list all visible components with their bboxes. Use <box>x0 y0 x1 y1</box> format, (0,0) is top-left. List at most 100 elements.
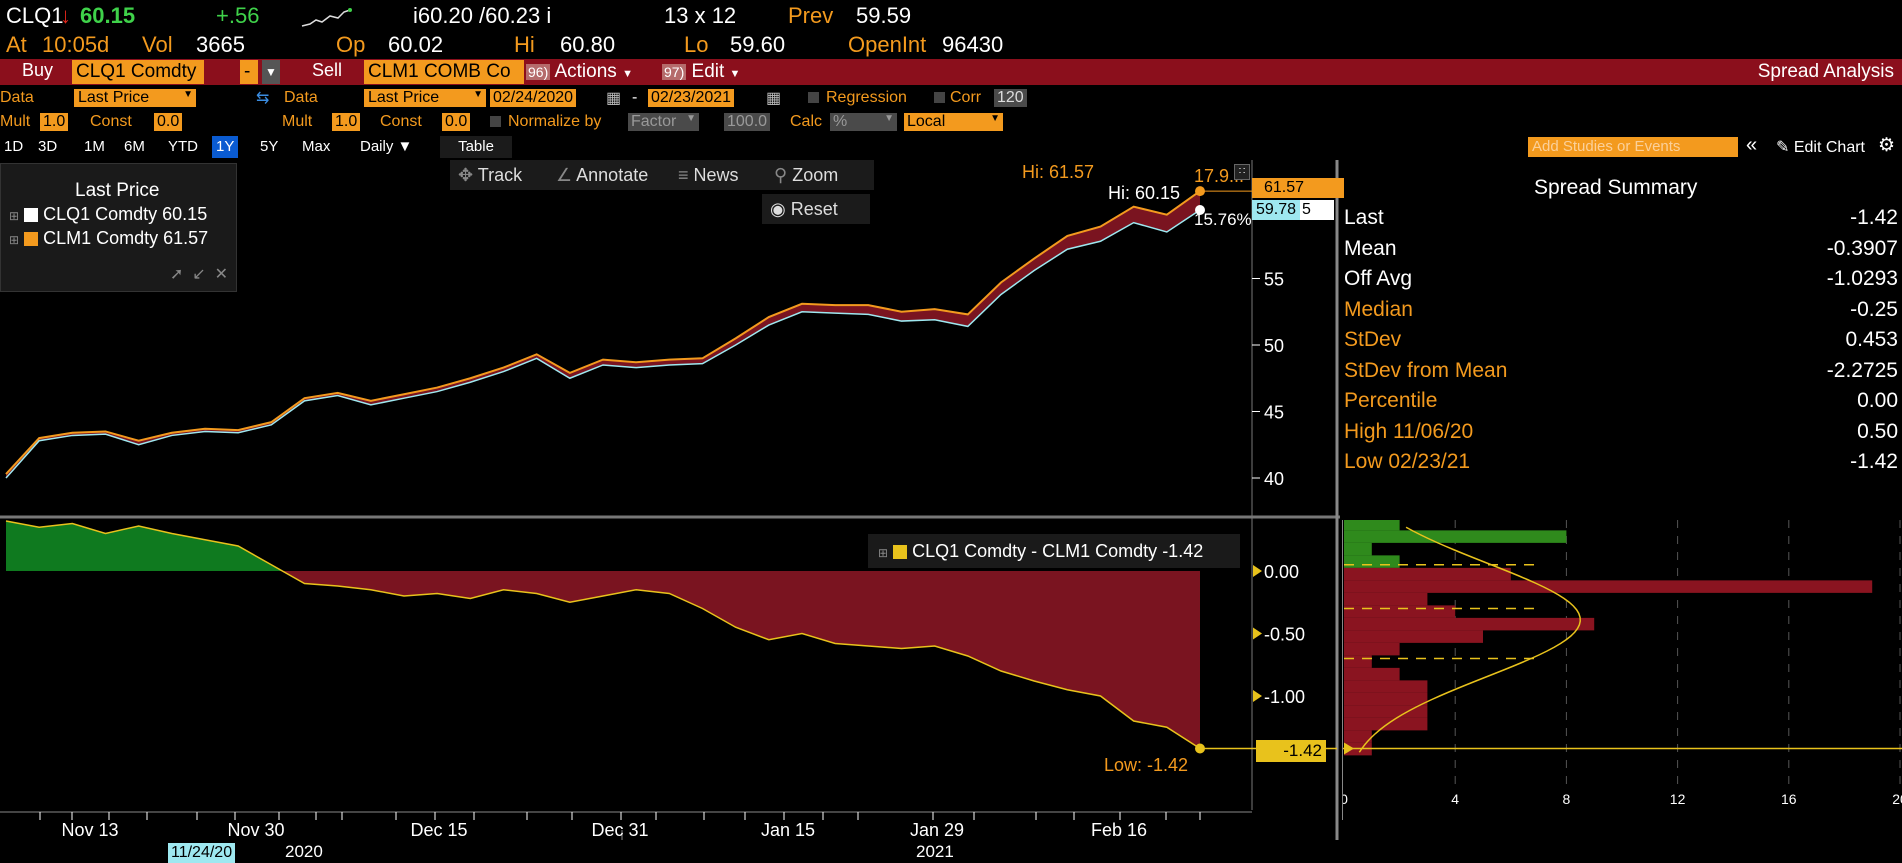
y-tick-marker <box>1253 690 1262 702</box>
summary-row: StDev 0.453 <box>1344 328 1900 352</box>
ticker-symbol: CLQ1 <box>6 3 64 28</box>
histogram-bar <box>1344 692 1428 706</box>
calc-select[interactable]: % ▼ <box>830 113 897 131</box>
period-tab-6m[interactable]: 6M <box>124 138 145 155</box>
summary-row-label: Mean <box>1344 236 1397 260</box>
annotate-icon: ∠ <box>556 165 573 185</box>
calc-label: Calc <box>790 113 823 130</box>
hi-annotation-white: Hi: 60.15 <box>1108 183 1181 203</box>
series-endpoint-white <box>1195 205 1205 216</box>
summary-row-label: High 11/06/20 <box>1344 419 1474 443</box>
reset-button[interactable]: ◉ Reset <box>762 194 870 224</box>
legend-swatch-yellow <box>893 545 908 559</box>
news-button[interactable]: ≡ News <box>670 160 778 190</box>
operator-dropdown-icon[interactable]: ▼ <box>262 60 280 84</box>
histogram-bar <box>1344 630 1483 643</box>
date-to-input[interactable]: 02/23/2021 <box>648 89 735 107</box>
edit-chart-button[interactable]: ✎ Edit Chart <box>1776 137 1865 157</box>
regression-checkbox[interactable] <box>808 92 819 103</box>
regression-label: Regression <box>826 89 907 106</box>
period-tab-1y[interactable]: 1Y <box>212 136 239 158</box>
normalize-amount-input[interactable]: 100.0 <box>724 113 771 131</box>
const-input-1[interactable]: 0.0 <box>154 113 183 131</box>
corr-checkbox[interactable] <box>934 92 945 103</box>
const-input-2[interactable]: 0.0 <box>442 113 471 131</box>
openint-value: 96430 <box>942 32 1004 57</box>
at-label: At <box>6 32 27 57</box>
gear-icon[interactable]: ⚙ <box>1878 135 1896 156</box>
x-tick-label: Nov 30 <box>227 820 284 840</box>
normalize-label: Normalize by <box>508 113 602 130</box>
legend-item[interactable]: ⊞ CLM1 Comdty 61.57 <box>9 228 208 249</box>
summary-row-label: StDev <box>1344 328 1402 351</box>
table-button[interactable]: Table <box>440 136 512 158</box>
x-tick-label: Feb 16 <box>1091 820 1147 840</box>
spread-area-positive <box>6 521 1200 571</box>
zoom-button[interactable]: ⚲ Zoom <box>766 160 874 190</box>
track-button[interactable]: ✥ Track <box>450 160 556 190</box>
price-change: +.56 <box>216 3 260 28</box>
quote-time: 10:05d <box>42 32 110 57</box>
chevron-down-icon: ▼ <box>183 89 193 100</box>
normalize-select[interactable]: Factor ▼ <box>628 113 699 131</box>
summary-row-label: Median <box>1344 297 1413 321</box>
period-tab-1m[interactable]: 1M <box>84 138 105 155</box>
mult-label-1: Mult <box>0 113 31 130</box>
sell-security-input[interactable]: CLM1 COMB Co <box>364 60 524 84</box>
mult-input-2[interactable]: 1.0 <box>332 113 361 131</box>
pct-annotation-orange: 17.9... <box>1194 166 1245 186</box>
period-tab-ytd[interactable]: YTD <box>168 138 198 155</box>
resize-icon[interactable]: ↙ <box>192 266 206 283</box>
series-line-clq1 <box>5 209 1201 479</box>
price-tag-extra: 5 <box>1300 200 1334 220</box>
y-tick-label: 45 <box>1264 403 1284 423</box>
histogram-bar <box>1344 642 1400 656</box>
vol-value: 3665 <box>196 32 245 57</box>
price-chart[interactable]: 40 45 50 55 0.00 -0.50 -1.00 Nov 13 Nov 30 Dec 15… <box>0 160 1340 840</box>
page-title: Spread Analysis <box>1757 61 1894 82</box>
operator-select[interactable]: - <box>240 60 258 84</box>
prev-label: Prev <box>788 3 834 28</box>
period-tab-3d[interactable]: 3D <box>38 138 58 155</box>
studies-input[interactable]: Add Studies or Events <box>1528 137 1738 157</box>
spread-histogram: 0 4 8 12 16 20 <box>1342 520 1902 820</box>
period-tab-1d[interactable]: 1D <box>4 138 24 155</box>
pencil-icon: ✎ <box>1776 139 1790 156</box>
histogram-bar <box>1344 530 1567 543</box>
summary-row-value: 0.453 <box>1845 328 1898 351</box>
actions-menu[interactable]: 96) Actions ▼ <box>526 60 633 84</box>
edit-menu[interactable]: 97) Edit ▼ <box>662 60 740 84</box>
data-select-1[interactable]: Last Price ▼ <box>74 89 196 107</box>
mult-input-1[interactable]: 1.0 <box>40 113 69 131</box>
data-select-2[interactable]: Last Price ▼ <box>364 89 486 107</box>
frequency-select[interactable]: Daily ▼ <box>360 138 413 155</box>
close-icon[interactable]: ✕ <box>214 266 228 283</box>
currency-select[interactable]: Local ▼ <box>904 113 1003 131</box>
edit-label: Edit <box>691 61 725 82</box>
calendar-icon[interactable]: ▦ <box>606 90 622 107</box>
histogram-tick-label: 4 <box>1451 791 1459 807</box>
expand-icon: ⊞ <box>878 546 889 560</box>
calendar-icon[interactable]: ▦ <box>766 90 782 107</box>
grip-icon[interactable]: ∷ <box>1234 164 1250 180</box>
histogram-bar <box>1344 542 1372 556</box>
spread-legend[interactable]: ⊞ CLQ1 Comdty - CLM1 Comdty -1.42 <box>868 534 1240 568</box>
period-tab-5y[interactable]: 5Y <box>260 138 279 155</box>
swap-icon[interactable]: ⇆ <box>256 90 270 107</box>
pin-icon[interactable]: ➚ <box>170 266 184 283</box>
collapse-icon[interactable]: « <box>1746 134 1758 156</box>
annotate-button[interactable]: ∠ Annotate <box>548 160 678 190</box>
summary-row: StDev from Mean -2.2725 <box>1344 359 1900 383</box>
actions-number: 96) <box>526 64 551 80</box>
legend-item[interactable]: ⊞ CLQ1 Comdty 60.15 <box>9 204 207 225</box>
histogram-tick-label: 8 <box>1563 791 1571 807</box>
period-tab-max[interactable]: Max <box>302 138 331 155</box>
studies-placeholder: Add Studies or Events <box>1532 138 1681 155</box>
corr-input[interactable]: 120 <box>994 89 1027 107</box>
buy-security-input[interactable]: CLQ1 Comdty <box>72 60 204 84</box>
date-from-input[interactable]: 02/24/2020 <box>490 89 577 107</box>
chevron-down-icon: ▼ <box>686 113 696 124</box>
x-tick-label: Jan 29 <box>910 820 964 840</box>
normalize-checkbox[interactable] <box>490 116 501 127</box>
data-label-1: Data <box>0 89 34 106</box>
